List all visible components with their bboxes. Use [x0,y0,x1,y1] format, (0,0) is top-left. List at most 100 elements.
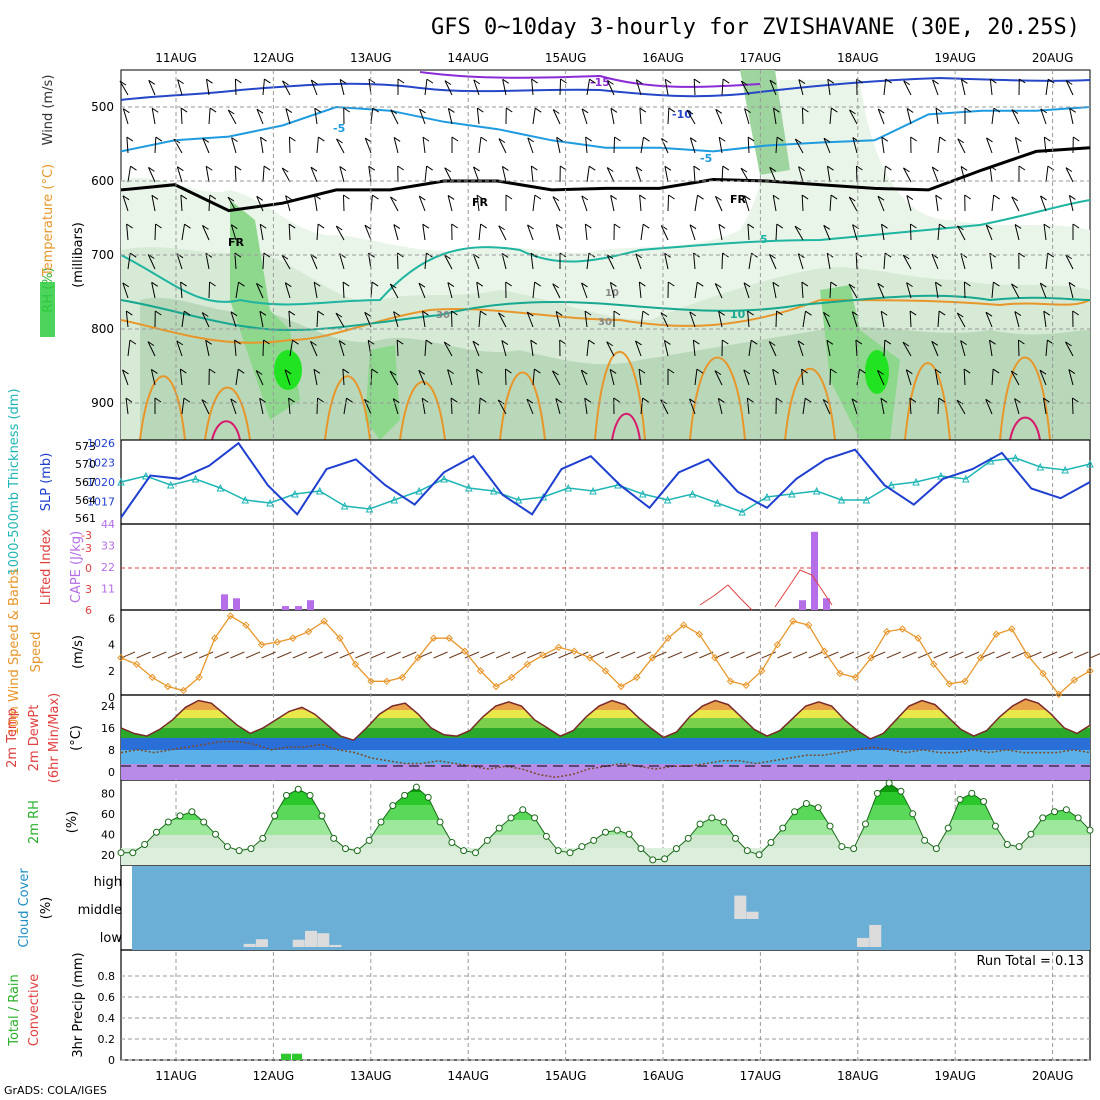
rh-marker [684,834,692,842]
precip-tick-label: 0.4 [98,1012,116,1025]
wind-barb [1045,79,1049,96]
wind-barb-flag [339,166,347,171]
wind-barb [288,311,291,328]
wind-barb-flag [476,281,484,287]
wind-barb [214,651,229,659]
wind-barb [424,253,427,270]
wind-barb [881,137,885,154]
wind-tick-label: 2 [108,665,115,678]
rh-marker [282,791,290,799]
wind-barb [638,282,642,299]
rh-marker [176,812,184,820]
wind-barb [396,339,399,357]
wind-barb-flag [560,78,567,84]
wind-barb-flag [473,166,480,172]
wind-speed-marker [617,682,625,691]
wind-barb-flag [881,136,889,142]
wind-barb [585,137,588,154]
thickness-marker [937,471,945,480]
wind-barb [256,196,264,212]
li-tick-label: -3 [81,542,92,555]
wind-barb-flag [231,224,238,230]
wind-barb-flag [180,194,188,200]
wind-barb-flag [393,137,401,142]
wind-barb-flag [371,368,379,374]
wind-barb-flag [827,78,835,84]
wind-barb-flag [368,252,375,258]
rh-marker [602,828,609,836]
wind-barb-flag [155,136,163,142]
rh-marker [661,855,669,863]
wind-barb-flag [690,137,697,143]
wind-barb [851,311,858,328]
wind-barb [714,370,723,386]
wind-barb-flag [877,282,885,288]
thickness-tick-label: 564 [75,494,96,507]
thickness-marker [266,498,274,507]
wind-barb [586,79,590,96]
wind-barb [444,80,453,96]
wind-barb [829,281,832,299]
slp-tick-label: 1017 [87,495,115,508]
temp-tick-label: 8 [108,744,115,757]
rh-marker [838,843,846,851]
thickness-tick-label: 561 [75,512,96,525]
day-label: 16AUG [642,1069,684,1083]
wind-barb [205,253,210,270]
wind-barb [991,369,994,386]
wind-barb-flag [903,167,910,173]
wind-barb [418,282,426,299]
wind-barb [956,399,966,415]
wind-barb [530,340,534,357]
wind-barb-flag [151,194,159,200]
wind-barb [777,651,792,659]
wind-speed-marker [586,654,594,662]
wind-barb [532,108,536,125]
wind-barb-flag [1039,369,1047,375]
day-label: 11AUG [155,51,197,65]
wind-barb-flag [422,223,430,229]
wind-barb-flag [776,223,784,229]
wind-barb-flag [173,138,181,144]
wind-barb [660,225,669,241]
rh-marker [956,795,964,803]
wind-barb [447,108,453,125]
wind-barb [963,281,966,299]
wind-barb [991,282,994,299]
wind-speed-marker [539,651,547,659]
wind-barb-flag [336,138,343,144]
wind-barb-flag [884,339,892,345]
wind-speed-marker [429,634,438,642]
wind-barb [824,651,839,659]
wind-barb [877,370,885,386]
wind-barb-flag [526,311,534,317]
wind-barb [127,340,131,357]
wind-speed-marker [351,660,360,669]
wind-barb [848,196,858,212]
cloud-bar [869,924,882,947]
wind-speed-marker [226,612,235,620]
wind-barb-flag [1043,310,1051,316]
wind-barb [478,137,482,154]
day-label: 20AUG [1032,1069,1074,1083]
wind-barb [1011,109,1020,125]
wind-barb [744,108,750,125]
rh-marker [259,834,267,842]
wind-speed-marker [867,654,875,662]
rh-marker [164,818,172,826]
wind-barb [761,651,776,659]
wind-barb-flag [451,223,458,229]
wind-barb-flag [589,78,596,84]
wind-barb [768,341,777,357]
rh-marker [472,849,480,857]
wind-barb [985,224,993,241]
wind-barb [730,651,745,659]
wind-barb [635,79,642,96]
wind-barb-flag [1043,397,1050,403]
wind-speed-marker [664,634,672,642]
thickness-markers [117,453,1094,516]
wind-barb-flag [960,166,968,171]
wind-barb [147,341,156,357]
wind-barb [794,225,804,241]
wind-barb [227,109,237,125]
